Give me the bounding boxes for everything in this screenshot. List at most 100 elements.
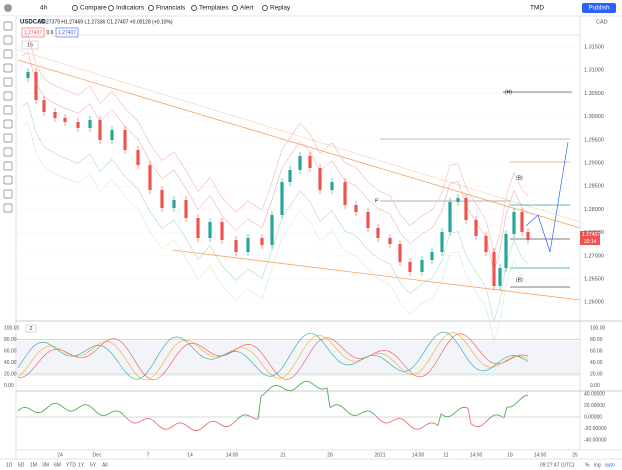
percent-toggle[interactable]: % [585,462,590,468]
toolbar-icon [191,5,197,11]
momentum-line [299,381,304,385]
momentum-line [251,416,256,420]
oscillator-label: 80.00 [4,337,17,343]
momentum-line [317,387,322,390]
tool-icon[interactable] [3,77,13,87]
momentum-line [263,390,268,395]
price-label: 1.30500 [584,91,604,97]
momentum-line [521,395,526,399]
momentum-line [470,423,475,427]
tool-icon[interactable] [3,91,13,101]
momentum-line [17,408,22,412]
momentum-line [98,413,103,416]
tool-icon[interactable] [3,21,13,31]
tool-icon[interactable] [3,105,13,115]
momentum-line [77,405,82,409]
candle [123,130,127,150]
range-button[interactable]: 3M [42,462,49,468]
buy-box[interactable] [55,27,79,38]
range-button[interactable]: 1M [30,462,37,468]
momentum-line [404,420,409,425]
tool-icon[interactable] [3,63,13,73]
range-button[interactable]: 5Y [90,462,97,468]
candle [330,182,334,190]
momentum-line [179,422,184,424]
momentum-line [509,405,514,408]
momentum-line [215,421,220,424]
toolbar-button[interactable]: Replay [270,5,291,12]
tool-icon[interactable] [3,189,13,199]
oscillator-line [17,332,529,381]
time-label: 14:00 [226,452,239,458]
indicator-toggle[interactable] [21,40,39,50]
momentum-line [185,424,190,428]
toolbar-button[interactable]: Compare [80,5,107,12]
toolbar-button[interactable]: Templates [199,5,229,12]
momentum-line [137,420,142,423]
tool-icon[interactable] [3,161,13,171]
momentum-line [182,422,187,426]
momentum-line [449,414,454,417]
candle [440,232,444,252]
tool-icon[interactable] [3,35,13,45]
momentum-line [233,419,238,423]
log-toggle[interactable]: log [594,462,601,468]
candle [464,198,468,220]
publish-button[interactable] [582,3,616,13]
price-label: 1.26000 [584,300,604,306]
momentum-label: -40.00000 [584,437,607,443]
momentum-line [50,402,55,406]
momentum-line [134,422,139,424]
momentum-line [368,410,373,413]
toolbar-button[interactable]: Alert [240,5,254,12]
candle [526,232,530,240]
momentum-line [419,426,424,430]
tool-icon[interactable] [3,49,13,59]
momentum-line [62,406,67,410]
momentum-line [341,406,346,410]
trend-line [17,59,581,229]
tool-icon[interactable] [3,147,13,157]
momentum-line [401,418,406,422]
range-button[interactable]: All [102,462,108,468]
tool-icon[interactable] [3,133,13,143]
candle [308,156,312,168]
last-price-tag [580,231,600,238]
momentum-line [47,404,52,408]
oscillator-label: 60.00 [590,348,603,354]
sell-box[interactable] [21,27,45,38]
range-button[interactable]: 1Y [78,462,85,468]
user-avatar [4,4,12,12]
candle [260,238,264,245]
momentum-line [386,421,391,424]
sell-price: 1.27407 [24,30,42,36]
momentum-line [218,423,223,426]
tool-icon[interactable] [3,175,13,185]
range-button[interactable]: 6M [54,462,61,468]
momentum-line [428,422,433,424]
momentum-line [458,407,463,410]
momentum-line [452,411,457,415]
oscillator-label: 0.00 [590,383,600,389]
range-button[interactable]: YTD [66,462,76,468]
momentum-line [356,413,361,416]
oscillator-label: 80.00 [590,337,603,343]
auto-toggle[interactable]: auto [605,462,615,468]
momentum-line [269,385,274,389]
countdown: 32:14 [584,239,597,245]
layout-name[interactable]: TMD [530,5,544,12]
candle [408,262,412,272]
toolbar-button[interactable]: Financials [156,5,186,12]
range-button[interactable]: 5D [18,462,25,468]
candle [376,228,380,238]
toolbar-button[interactable]: Indicators [116,5,145,12]
publish-label[interactable]: Publish [588,5,610,12]
candle [208,222,212,238]
interval[interactable]: 4h [40,5,48,12]
tool-icon[interactable] [3,203,13,213]
momentum-line [149,418,154,421]
tool-icon[interactable] [3,119,13,129]
range-button[interactable]: 1D [6,462,13,468]
momentum-line [173,423,178,426]
momentum-line [59,404,64,408]
